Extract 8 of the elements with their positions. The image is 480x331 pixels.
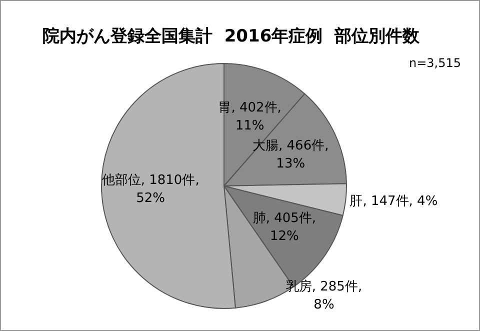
slice-label: 乳房, 285件, 8%	[286, 278, 362, 312]
slice-label: 大腸, 466件, 13%	[252, 138, 329, 172]
slice-label: 肝, 147件, 4%	[350, 194, 438, 210]
slice-label: 肺, 405件, 12%	[252, 211, 316, 244]
chart-title: 院内がん登録全国集計 2016年症例 部位別件数	[42, 26, 420, 46]
text: n=3,515	[408, 56, 461, 70]
slice-label: 他部位, 1810件, 52%	[102, 172, 200, 206]
slice-label: 胃, 402件, 11%	[218, 100, 282, 134]
